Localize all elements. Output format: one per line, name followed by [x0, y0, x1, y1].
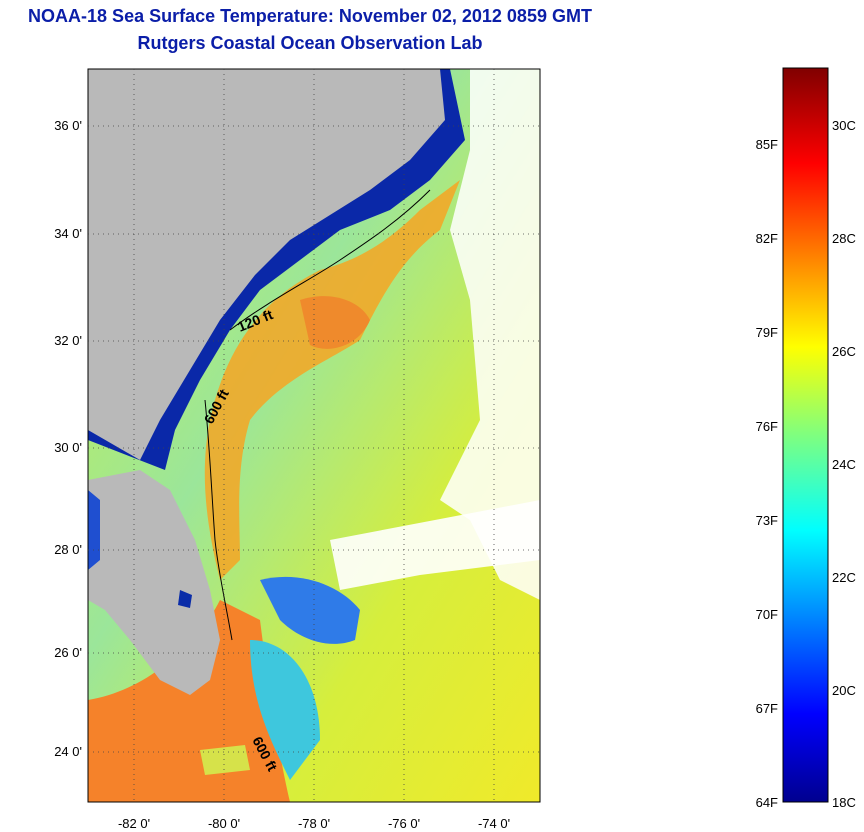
cloud-mask	[440, 69, 540, 600]
isobath-120ft	[229, 189, 431, 331]
colorbar-c-22: 22C	[832, 570, 856, 585]
gulf-cold-water	[88, 490, 100, 570]
colorbar-f-76: 76F	[756, 419, 778, 434]
colorbar	[782, 67, 829, 803]
colorbar-c-24: 24C	[832, 457, 856, 472]
lon-label-74: -74 0'	[478, 816, 510, 831]
lon-label-76: -76 0'	[388, 816, 420, 831]
cay-sal-bank	[200, 745, 250, 775]
great-bahama-bank	[250, 640, 320, 780]
colorbar-f-73: 73F	[756, 513, 778, 528]
colorbar-c-26: 26C	[832, 344, 856, 359]
land-florida	[88, 470, 220, 695]
lat-label-26: 26 0'	[54, 645, 82, 660]
chart-subtitle: Rutgers Coastal Ocean Observation Lab	[137, 33, 483, 53]
bahama-bank-north	[260, 576, 360, 644]
colorbar-f-67: 67F	[756, 701, 778, 716]
colorbar-c-28: 28C	[832, 231, 856, 246]
warm-current	[204, 180, 460, 580]
lon-label-80: -80 0'	[208, 816, 240, 831]
sst-map	[88, 69, 540, 802]
graticule	[88, 69, 540, 802]
lat-label-36: 36 0'	[54, 118, 82, 133]
colorbar-f-82: 82F	[756, 231, 778, 246]
colorbar-c-18: 18C	[832, 795, 856, 810]
warm-eddy	[300, 296, 370, 349]
lake-okeechobee	[178, 590, 192, 608]
colorbar-f-85: 85F	[756, 137, 778, 152]
colorbar-f-70: 70F	[756, 607, 778, 622]
colorbar-c-20: 20C	[832, 683, 856, 698]
lat-label-28: 28 0'	[54, 542, 82, 557]
colorbar-f-64: 64F	[756, 795, 778, 810]
lon-label-78: -78 0'	[298, 816, 330, 831]
chart-title: NOAA-18 Sea Surface Temperature: Novembe…	[28, 6, 592, 26]
lat-label-30: 30 0'	[54, 440, 82, 455]
lat-label-32: 32 0'	[54, 333, 82, 348]
lat-label-24: 24 0'	[54, 744, 82, 759]
colorbar-f-79: 79F	[756, 325, 778, 340]
isobath-600ft	[204, 399, 233, 641]
cloud-band	[330, 500, 540, 590]
lat-label-34: 34 0'	[54, 226, 82, 241]
colorbar-c-30: 30C	[832, 118, 856, 133]
land-mainland	[88, 69, 445, 460]
lon-label-82: -82 0'	[118, 816, 150, 831]
